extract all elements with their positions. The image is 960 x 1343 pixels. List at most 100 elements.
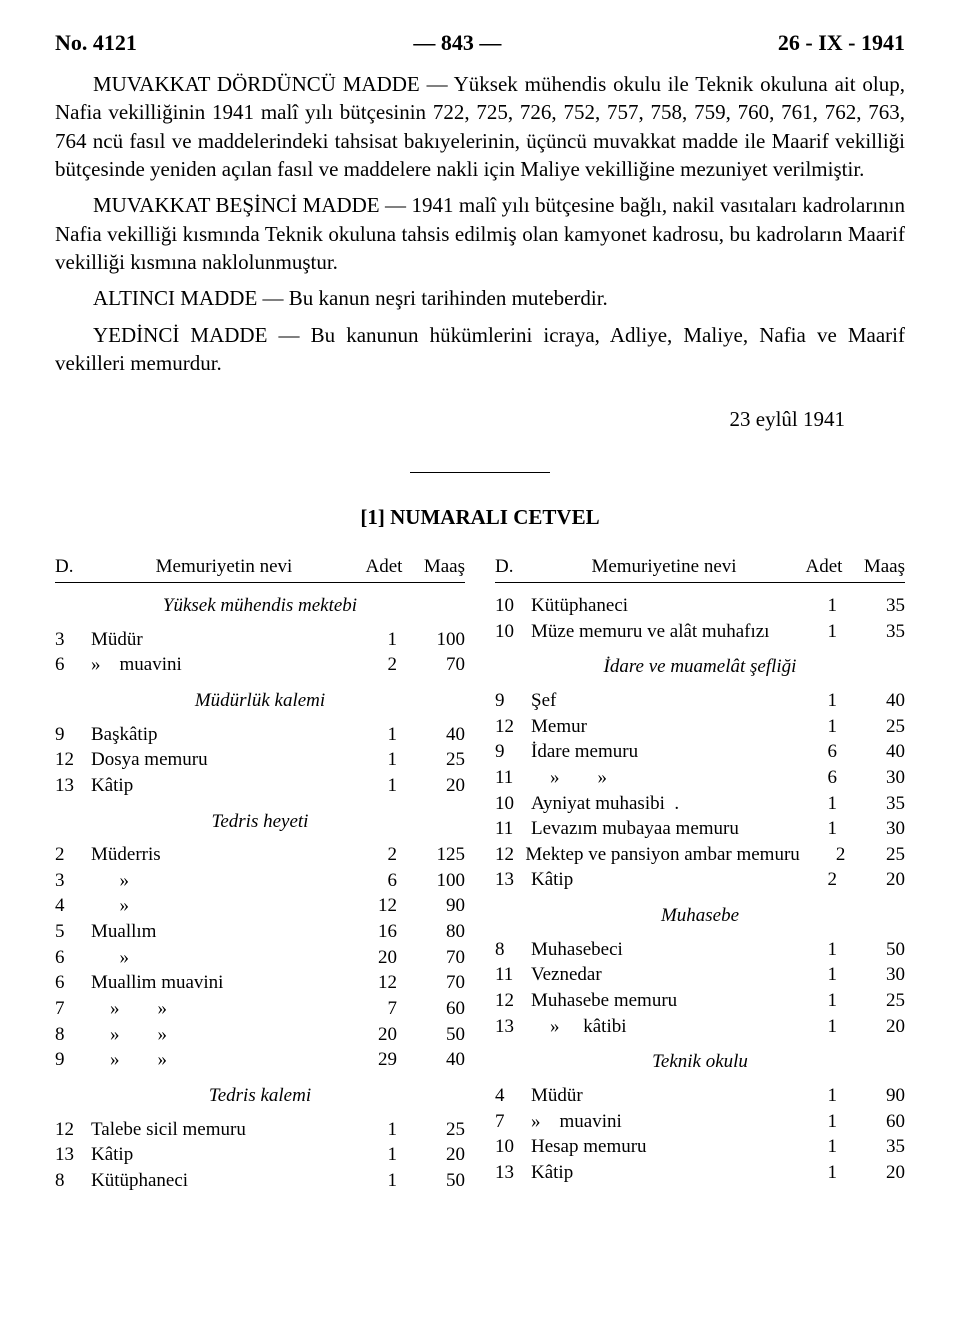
cell-nevi: » kâtibi xyxy=(531,1014,783,1040)
cell-adet: 6 xyxy=(783,739,851,765)
cell-adet: 1 xyxy=(783,937,851,963)
cell-adet: 1 xyxy=(783,1083,851,1109)
cell-d: 2 xyxy=(55,842,91,868)
cell-d: 10 xyxy=(495,1134,531,1160)
table-row: 10Müze memuru ve alât muhafızı135 xyxy=(495,619,905,645)
cell-adet: 1 xyxy=(783,988,851,1014)
col-header-d: D. xyxy=(495,554,531,580)
table-row: 11Veznedar130 xyxy=(495,962,905,988)
table-row: 13 » kâtibi120 xyxy=(495,1014,905,1040)
cell-adet: 2 xyxy=(800,842,860,868)
cell-d: 13 xyxy=(495,1014,531,1040)
col-header-nevi: Memuriyetin nevi xyxy=(91,554,357,580)
cell-adet: 1 xyxy=(783,962,851,988)
table-row: 6Muallim muavini1270 xyxy=(55,970,465,996)
cell-adet: 12 xyxy=(343,970,411,996)
col-header-adet: Adet xyxy=(357,554,411,580)
cell-nevi: Şef xyxy=(531,688,783,714)
table-row: 6 »2070 xyxy=(55,945,465,971)
cell-maas: 70 xyxy=(411,945,465,971)
table-row: 13Kâtip120 xyxy=(55,773,465,799)
cell-d: 12 xyxy=(495,988,531,1014)
cell-d: 7 xyxy=(495,1109,531,1135)
table-row: 3Müdür1100 xyxy=(55,627,465,653)
table-row: 4Müdür190 xyxy=(495,1083,905,1109)
cell-maas: 90 xyxy=(851,1083,905,1109)
table-row: 11 » »630 xyxy=(495,765,905,791)
cell-nevi: Müdür xyxy=(531,1083,783,1109)
cell-d: 10 xyxy=(495,593,531,619)
cell-d: 8 xyxy=(55,1022,91,1048)
right-col-body: 10Kütüphaneci13510Müze memuru ve alât mu… xyxy=(495,593,905,1185)
cell-nevi: Hesap memuru xyxy=(531,1134,783,1160)
cell-adet: 1 xyxy=(343,722,411,748)
cell-nevi: Kütüphaneci xyxy=(531,593,783,619)
section-title: Müdürlük kalemi xyxy=(55,688,465,714)
cell-adet: 1 xyxy=(783,688,851,714)
col-header-adet: Adet xyxy=(797,554,851,580)
cell-d: 13 xyxy=(495,867,531,893)
section-title: Tedris kalemi xyxy=(55,1083,465,1109)
cell-nevi: Müdür xyxy=(91,627,343,653)
cell-nevi: Kâtip xyxy=(91,1142,343,1168)
cell-adet: 12 xyxy=(343,893,411,919)
cell-nevi: » » xyxy=(531,765,783,791)
cell-d: 4 xyxy=(55,893,91,919)
cell-d: 9 xyxy=(495,739,531,765)
cell-nevi: Kâtip xyxy=(91,773,343,799)
table-row: 8Muhasebeci150 xyxy=(495,937,905,963)
table-row: 13Kâtip220 xyxy=(495,867,905,893)
cell-d: 8 xyxy=(55,1168,91,1194)
left-col-body: Yüksek mühendis mektebi3Müdür11006» muav… xyxy=(55,593,465,1193)
cell-nevi: Kâtip xyxy=(531,867,783,893)
cell-maas: 35 xyxy=(851,791,905,817)
cell-d: 13 xyxy=(55,773,91,799)
table-row: 12Talebe sicil memuru125 xyxy=(55,1117,465,1143)
cell-maas: 40 xyxy=(411,722,465,748)
cell-nevi: Müze memuru ve alât muhafızı xyxy=(531,619,783,645)
cell-d: 13 xyxy=(495,1160,531,1186)
table-row: 10Kütüphaneci135 xyxy=(495,593,905,619)
cell-d: 12 xyxy=(55,1117,91,1143)
table-row: 9Başkâtip140 xyxy=(55,722,465,748)
cell-maas: 25 xyxy=(411,747,465,773)
cell-d: 11 xyxy=(495,816,531,842)
section-title: Yüksek mühendis mektebi xyxy=(55,593,465,619)
header-right: 26 - IX - 1941 xyxy=(778,30,905,56)
cell-nevi: Veznedar xyxy=(531,962,783,988)
cell-adet: 1 xyxy=(343,773,411,799)
cell-adet: 1 xyxy=(343,747,411,773)
table-row: 8Kütüphaneci150 xyxy=(55,1168,465,1194)
table-row: 9Şef140 xyxy=(495,688,905,714)
cell-d: 8 xyxy=(495,937,531,963)
cell-adet: 2 xyxy=(783,867,851,893)
right-col-header: D. Memuriyetine nevi Adet Maaş xyxy=(495,554,905,583)
cell-adet: 1 xyxy=(783,619,851,645)
cell-maas: 20 xyxy=(411,773,465,799)
col-header-maas: Maaş xyxy=(411,554,465,580)
cell-maas: 60 xyxy=(411,996,465,1022)
cell-adet: 2 xyxy=(343,652,411,678)
cell-maas: 90 xyxy=(411,893,465,919)
table-row: 5Muallım1680 xyxy=(55,919,465,945)
paragraph-4: YEDİNCİ MADDE — Bu kanunun hükümlerini i… xyxy=(55,321,905,378)
col-header-d: D. xyxy=(55,554,91,580)
cell-maas: 35 xyxy=(851,593,905,619)
cell-adet: 6 xyxy=(343,868,411,894)
cell-maas: 20 xyxy=(851,1160,905,1186)
cell-adet: 16 xyxy=(343,919,411,945)
table-row: 2Müderris2125 xyxy=(55,842,465,868)
table-row: 12Memur125 xyxy=(495,714,905,740)
cell-maas: 50 xyxy=(411,1168,465,1194)
table-row: 9İdare memuru640 xyxy=(495,739,905,765)
cell-nevi: » » xyxy=(91,1022,343,1048)
cell-maas: 100 xyxy=(411,627,465,653)
table-row: 11Levazım mubayaa memuru130 xyxy=(495,816,905,842)
cell-maas: 25 xyxy=(851,714,905,740)
cell-nevi: Muhasebe memuru xyxy=(531,988,783,1014)
cell-nevi: » xyxy=(91,945,343,971)
paragraph-1: MUVAKKAT DÖRDÜNCÜ MADDE — Yüksek mühendi… xyxy=(55,70,905,183)
section-title: Tedris heyeti xyxy=(55,809,465,835)
cell-maas: 40 xyxy=(411,1047,465,1073)
cell-adet: 1 xyxy=(783,1134,851,1160)
